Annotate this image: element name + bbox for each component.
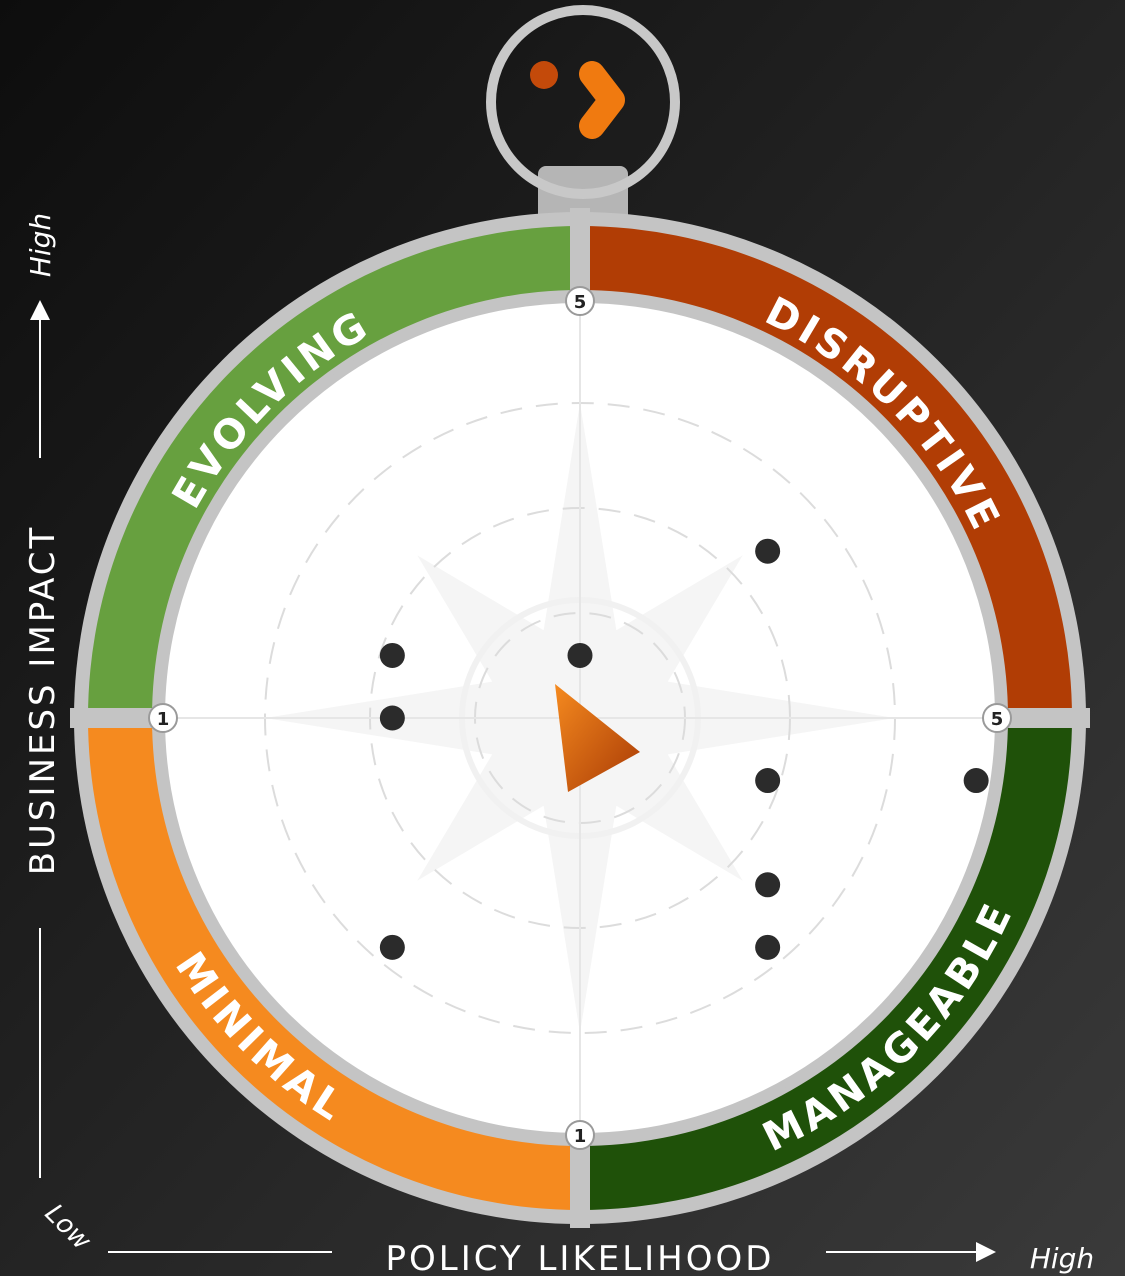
x-axis-title: POLICY LIKELIHOOD	[386, 1239, 775, 1276]
data-point	[964, 768, 989, 793]
y-axis-title: BUSINESS IMPACT	[23, 525, 63, 876]
page: {"chart_data":{"type":"scatter", "x_labe…	[0, 0, 1125, 1276]
data-point	[755, 872, 780, 897]
data-point	[568, 643, 593, 668]
y-high-label: High	[24, 213, 57, 277]
x-high-label: High	[1030, 1242, 1094, 1275]
data-point	[380, 643, 405, 668]
y-tick-label: 1	[574, 1126, 587, 1147]
y-tick-label: 5	[574, 292, 587, 313]
data-point	[755, 935, 780, 960]
chart: EVOLVINGDISRUPTIVEMINIMALMANAGEABLE1515 …	[0, 0, 1125, 1276]
data-point	[755, 539, 780, 564]
data-point	[380, 935, 405, 960]
data-point	[380, 706, 405, 731]
x-tick-label: 5	[991, 709, 1004, 730]
data-point	[755, 768, 780, 793]
x-tick-label: 1	[157, 709, 170, 730]
